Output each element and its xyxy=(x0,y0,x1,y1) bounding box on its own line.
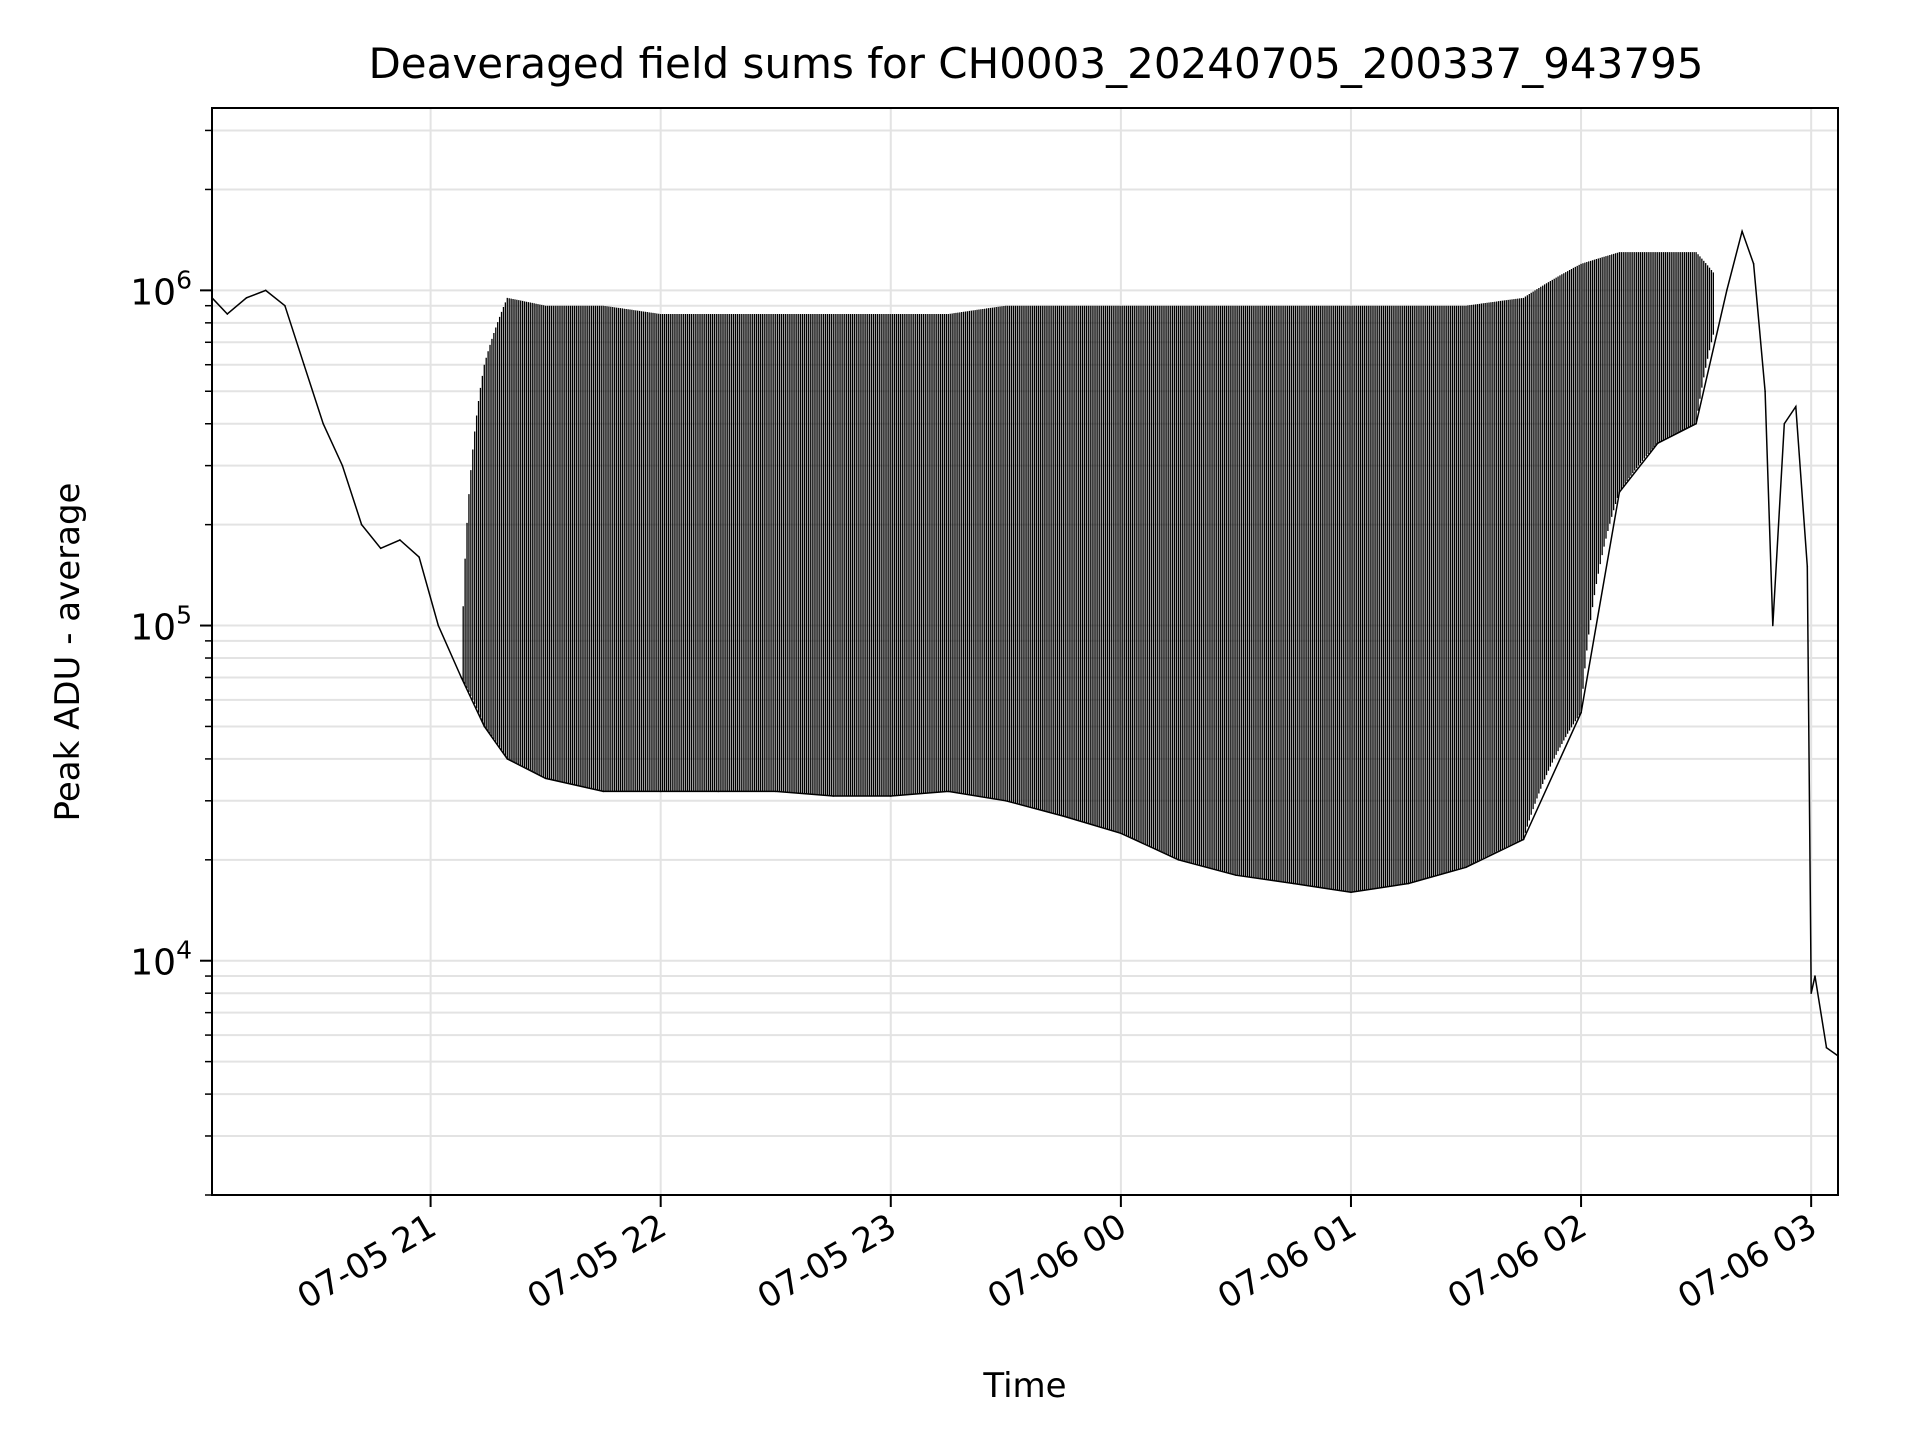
data-point xyxy=(1741,230,1743,233)
data-point xyxy=(544,777,547,780)
x-tick-label: 07-05 22 xyxy=(521,1206,673,1317)
data-point xyxy=(284,304,286,307)
data-point xyxy=(1695,422,1697,425)
data-point xyxy=(1725,289,1728,292)
data-point xyxy=(1810,992,1812,995)
data-point xyxy=(1062,815,1065,817)
y-tick-label: 106 xyxy=(130,265,192,313)
x-tick-label: 07-06 03 xyxy=(1671,1206,1823,1317)
plot-frame xyxy=(211,107,1839,1196)
data-point xyxy=(1656,442,1659,444)
data-point xyxy=(1772,624,1774,627)
data-point xyxy=(1825,1046,1828,1049)
data-point xyxy=(947,790,950,793)
data-point xyxy=(483,725,486,728)
data-point xyxy=(1407,882,1410,885)
data-point xyxy=(832,795,835,797)
data-point xyxy=(1618,491,1621,493)
data-point xyxy=(1795,405,1797,408)
data-point xyxy=(602,790,604,793)
x-axis-label: Time xyxy=(982,1366,1066,1406)
data-point xyxy=(1752,263,1755,265)
series-line xyxy=(211,228,1839,1057)
x-tick-label: 07-05 21 xyxy=(291,1206,443,1317)
data-point xyxy=(1120,832,1122,835)
data-point xyxy=(379,547,382,550)
y-tick-label: 105 xyxy=(130,601,192,649)
y-axis-ticks: 104 105 106 xyxy=(130,129,212,1196)
x-tick-label: 07-06 02 xyxy=(1441,1206,1593,1317)
data-point xyxy=(1522,838,1525,841)
data-point xyxy=(1177,859,1180,861)
data-point xyxy=(303,363,305,366)
data-point xyxy=(1465,866,1467,869)
data-point xyxy=(341,464,344,467)
data-point xyxy=(1350,891,1352,894)
data-point xyxy=(717,790,720,793)
x-tick-label: 07-06 01 xyxy=(1211,1206,1363,1317)
y-tick-label: 104 xyxy=(130,936,192,984)
data-point xyxy=(659,790,662,793)
x-tick-label: 07-05 23 xyxy=(751,1206,903,1317)
data-point xyxy=(460,676,463,679)
data-point xyxy=(322,422,325,425)
data-point xyxy=(226,313,229,315)
data-point xyxy=(1814,975,1816,977)
data-point xyxy=(418,556,420,558)
data-point xyxy=(1580,711,1582,714)
data-point xyxy=(889,795,892,797)
data-point xyxy=(1783,422,1786,425)
data-layer xyxy=(211,228,1839,1057)
data-point xyxy=(437,624,440,627)
chart-title: Deaveraged field sums for CH0003_2024070… xyxy=(368,39,1703,88)
data-point xyxy=(774,790,777,793)
data-point xyxy=(245,297,248,299)
data-point xyxy=(506,758,509,760)
data-point xyxy=(1235,874,1237,876)
y-axis-label: Peak ADU - average xyxy=(48,483,88,822)
x-axis-ticks: 07-05 21 07-05 22 07-05 23 07-06 00 07-06 01… xyxy=(291,1195,1824,1317)
data-point xyxy=(1806,565,1809,568)
data-point xyxy=(1005,799,1007,802)
data-point xyxy=(1764,390,1766,393)
data-point xyxy=(399,539,401,541)
data-point xyxy=(1292,882,1295,885)
data-point xyxy=(264,289,267,292)
x-tick-label: 07-06 00 xyxy=(981,1206,1133,1317)
data-point xyxy=(360,523,363,526)
